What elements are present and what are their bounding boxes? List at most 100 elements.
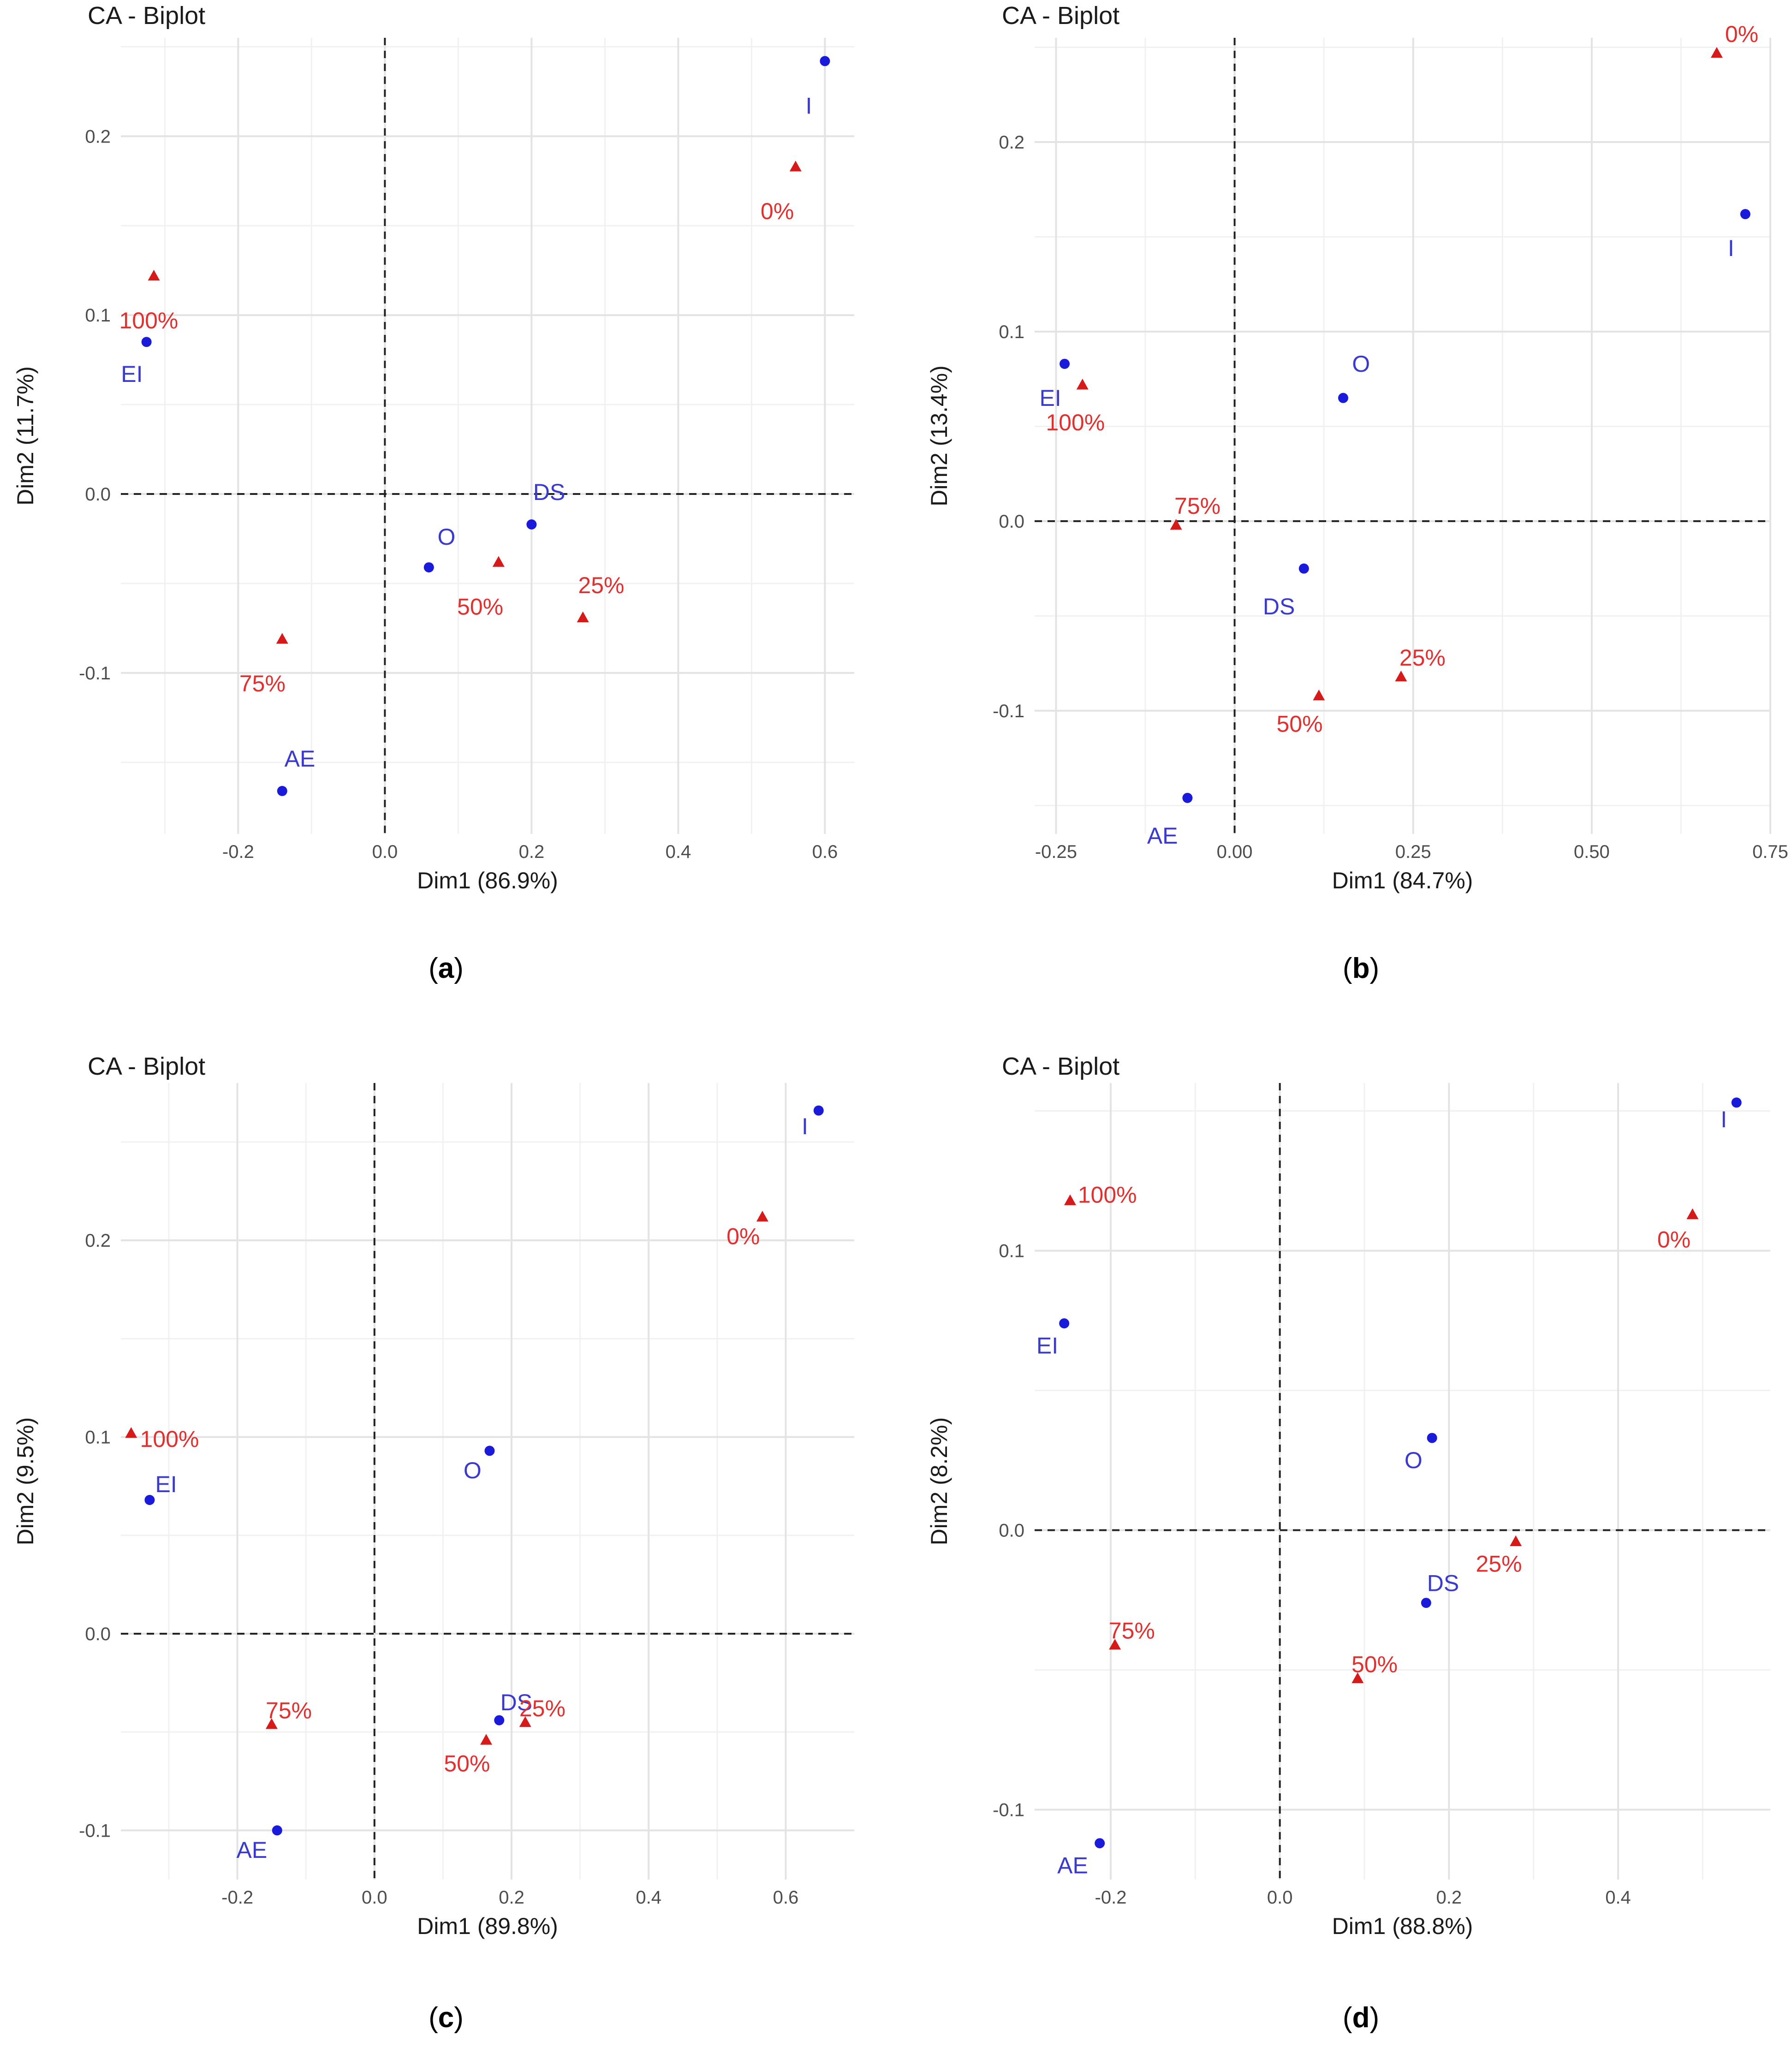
y-tick-label: 0.0 — [999, 512, 1024, 532]
column-point-marker — [1510, 1535, 1522, 1547]
column-point-marker — [1351, 1672, 1364, 1684]
row-point-marker — [144, 1495, 155, 1505]
y-tick-label: 0.1 — [85, 305, 111, 326]
column-point-label: 0% — [726, 1224, 760, 1250]
column-point-marker — [1395, 670, 1407, 682]
row-point-marker — [1740, 209, 1750, 220]
row-point-label: I — [805, 93, 812, 119]
column-point-label: 50% — [1276, 711, 1322, 737]
row-point-label: I — [802, 1113, 808, 1139]
row-point-marker — [494, 1715, 505, 1726]
row-point-label: EI — [121, 361, 143, 387]
chart-title: CA - Biplot — [88, 2, 205, 30]
row-point-label: DS — [533, 479, 565, 505]
column-point-label: 25% — [1476, 1551, 1522, 1577]
y-axis-label: Dim2 (9.5%) — [12, 1417, 38, 1546]
x-tick-label: -0.2 — [222, 842, 254, 862]
row-point-marker — [1182, 792, 1193, 803]
y-tick-label: 0.2 — [85, 126, 111, 147]
column-point-label: 75% — [1109, 1618, 1155, 1644]
y-tick-label: 0.1 — [999, 322, 1024, 342]
column-point-label: 25% — [1399, 645, 1446, 671]
row-point-marker — [484, 1446, 495, 1456]
x-tick-label: 0.0 — [372, 842, 398, 862]
biplot-panel-b: CA - Biplot -0.25 0.00 0.25 0.50 0.75 -0.1 0.0 0… — [926, 2, 1788, 984]
x-axis-label: Dim1 (89.8%) — [417, 1913, 558, 1939]
biplot-panel-c: CA - Biplot -0.2 0.0 0.2 0.4 0.6 -0.1 0.0 0.1 0.2… — [12, 1053, 854, 2034]
column-point-label: 75% — [1174, 493, 1220, 519]
column-point-label: 50% — [457, 594, 503, 619]
column-point-label: 0% — [1725, 21, 1758, 47]
y-tick-label: 0.0 — [999, 1521, 1024, 1541]
y-tick-label: 0.0 — [85, 484, 111, 505]
row-point-marker — [1421, 1598, 1431, 1608]
column-point-label: 100% — [140, 1426, 199, 1452]
column-point-marker — [519, 1716, 531, 1727]
caption-paren-open: ( — [429, 2002, 438, 2034]
column-point-label: 75% — [266, 1697, 312, 1723]
caption-paren-close: ) — [454, 2002, 464, 2034]
row-point-marker — [141, 337, 152, 347]
row-point-label: EI — [1039, 385, 1061, 411]
row-point-marker — [272, 1825, 282, 1836]
chart-title: CA - Biplot — [1002, 1053, 1119, 1080]
x-tick-label: 0.00 — [1217, 842, 1253, 862]
x-tick-label: -0.2 — [1095, 1887, 1127, 1908]
caption-paren-open: ( — [1343, 952, 1352, 984]
row-point-label: AE — [285, 746, 316, 772]
biplot-panel-d: CA - Biplot -0.2 0.0 0.2 0.4 -0.1 0.0 0.1 Dim1 (… — [926, 1053, 1770, 2034]
row-point-label: O — [1352, 351, 1370, 377]
column-point-marker — [577, 611, 589, 623]
chart-title: CA - Biplot — [1002, 2, 1119, 30]
panel-caption: (a) — [429, 952, 464, 984]
chart-title: CA - Biplot — [88, 1053, 205, 1080]
caption-paren-open: ( — [429, 952, 438, 984]
row-point-label: AE — [1147, 823, 1178, 849]
row-point-label: O — [464, 1458, 482, 1483]
panel-caption: (b) — [1343, 952, 1379, 984]
column-point-label: 100% — [119, 308, 178, 333]
caption-letter: b — [1352, 952, 1370, 984]
column-point-marker — [148, 269, 160, 281]
row-point-marker — [1298, 563, 1309, 574]
y-tick-label: -0.1 — [79, 1821, 111, 1841]
column-point-marker — [1710, 47, 1723, 58]
row-point-label: DS — [1263, 594, 1295, 619]
column-point-label: 100% — [1078, 1182, 1137, 1208]
row-point-label: I — [1728, 235, 1734, 261]
row-point-label: I — [1721, 1107, 1727, 1132]
column-point-label: 75% — [239, 671, 286, 696]
row-point-label: AE — [236, 1837, 267, 1863]
caption-paren-close: ) — [1369, 952, 1379, 984]
row-point-label: DS — [1427, 1571, 1459, 1596]
caption-paren-open: ( — [1343, 2002, 1352, 2034]
caption-paren-close: ) — [454, 952, 464, 984]
row-point-marker — [1059, 1318, 1070, 1329]
row-point-label: EI — [155, 1471, 177, 1497]
column-point-marker — [480, 1734, 493, 1745]
row-point-marker — [526, 519, 537, 530]
x-tick-label: -0.2 — [221, 1887, 253, 1908]
x-tick-label: 0.0 — [1267, 1887, 1293, 1908]
y-tick-label: -0.1 — [79, 663, 111, 684]
column-point-label: 50% — [444, 1750, 490, 1776]
row-point-marker — [1060, 358, 1070, 369]
y-tick-label: 0.0 — [85, 1624, 111, 1644]
column-point-label: 0% — [761, 198, 794, 224]
x-tick-label: 0.25 — [1395, 842, 1431, 862]
caption-letter: a — [438, 952, 454, 984]
biplot-panel-a: CA - Biplot -0.2 0.0 0.2 0.4 0.6 -0.1 0.0 0.1 0.2… — [12, 2, 854, 984]
column-point-marker — [276, 633, 288, 644]
x-tick-label: 0.6 — [812, 842, 838, 862]
column-point-marker — [265, 1718, 278, 1729]
x-tick-label: 0.6 — [773, 1887, 799, 1908]
column-point-marker — [1686, 1208, 1699, 1220]
y-tick-label: 0.2 — [999, 132, 1024, 153]
column-point-label: 25% — [519, 1696, 566, 1721]
panel-caption: (c) — [429, 2002, 464, 2034]
row-point-marker — [813, 1105, 824, 1116]
column-point-marker — [756, 1210, 768, 1222]
row-point-marker — [1338, 393, 1348, 403]
caption-paren-close: ) — [1369, 2002, 1379, 2034]
